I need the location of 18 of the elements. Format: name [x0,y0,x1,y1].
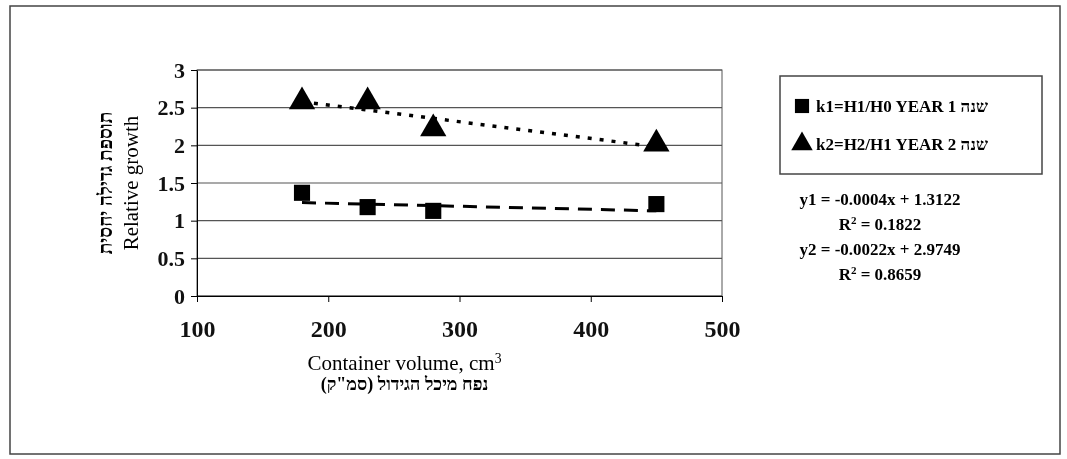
y-tick-label: 1 [174,208,185,234]
text: R$^{2}$ = 0.1822 [838,214,922,234]
legend-label: k2=H2/H1 YEAR 2 שנה [816,135,988,154]
text: R$^{2}$ = 0.8659 [838,264,922,284]
y-tick-label: 0.5 [157,245,185,271]
text: y2 = -0.0022x + 2.9749 [799,240,961,259]
x-tick-label: 300 [442,316,478,343]
text: y1 = -0.0004x + 1.3122 [799,190,961,209]
x-tick-label: 200 [310,316,347,343]
y-tick-label: 2.5 [157,95,185,121]
x-tick-label: 400 [573,316,610,343]
y-tick-label: 0 [174,283,185,309]
legend-label: k1=H1/H0 YEAR 1 שנה [816,97,988,116]
x-tick-label: 100 [179,316,216,343]
y-tick-label: 2 [174,132,185,158]
x-tick-label: 500 [704,316,741,343]
y-tick-label: 3 [174,57,185,83]
y-tick-label: 1.5 [157,170,185,196]
